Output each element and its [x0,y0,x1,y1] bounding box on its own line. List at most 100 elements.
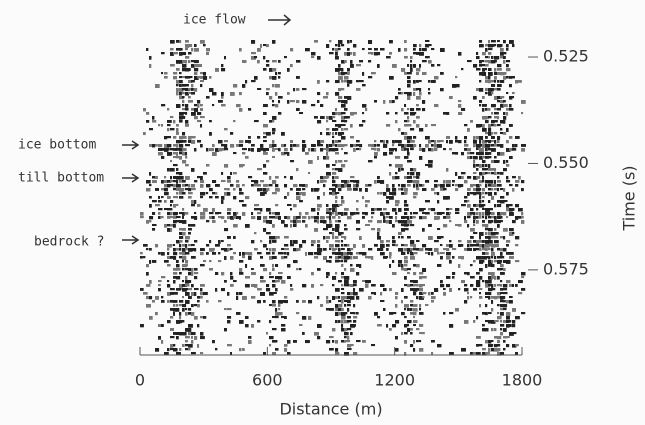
texture [278,76,281,79]
texture [275,280,280,283]
texture [338,240,341,243]
texture [461,172,466,175]
texture [488,320,493,324]
texture [500,272,505,275]
texture [404,268,408,272]
texture [446,208,450,211]
texture [191,224,196,227]
texture [473,260,476,263]
texture [347,216,352,220]
texture [494,60,497,63]
texture [170,216,175,219]
texture [467,212,472,216]
texture [185,212,189,215]
texture [143,244,148,247]
texture [464,248,468,251]
texture [512,208,515,211]
texture [326,308,331,311]
texture [188,60,191,64]
texture [197,176,202,179]
texture [434,248,439,252]
texture [200,292,204,296]
texture [488,312,492,315]
texture [491,144,495,147]
y-axis-label: Time (s) [620,165,639,231]
texture [497,96,502,100]
texture [491,248,494,252]
texture [503,104,508,108]
texture [395,148,398,152]
texture [407,72,412,75]
texture [332,236,335,240]
texture [422,48,427,52]
texture [497,268,502,271]
y-tick-label: 0.550 [543,153,589,172]
texture [476,144,481,148]
texture [428,60,432,64]
texture [191,256,196,259]
texture [338,216,341,219]
texture [485,240,490,244]
texture [413,180,418,184]
texture [302,300,306,303]
texture [413,212,418,215]
texture [332,216,336,219]
texture [353,112,357,115]
texture [323,184,326,188]
texture [179,84,182,87]
texture [500,268,504,271]
texture [176,336,179,340]
texture [467,192,470,196]
texture [143,132,146,136]
texture [284,316,287,319]
texture [506,240,511,243]
texture [272,304,277,307]
texture [419,64,422,68]
texture [176,88,179,92]
texture [344,72,348,75]
texture [236,296,239,300]
texture [176,188,180,191]
texture [269,212,272,215]
texture [458,288,461,291]
texture [479,164,482,168]
texture [488,92,492,96]
texture [485,328,489,332]
texture [506,204,510,208]
texture [176,288,181,291]
texture [278,60,281,63]
texture [485,92,488,95]
texture [179,228,183,231]
texture [242,184,245,187]
texture [326,172,331,176]
texture [188,68,191,71]
texture [467,296,470,300]
texture [398,236,401,239]
texture [305,152,309,155]
texture [221,148,225,151]
texture [335,244,340,248]
texture [488,348,491,352]
texture [446,140,449,144]
texture [182,148,187,152]
texture [296,216,301,219]
texture [224,280,227,283]
texture [179,52,183,56]
texture [419,92,422,96]
texture [497,340,500,344]
texture [491,256,494,259]
texture [278,252,283,255]
x-tick-label: 0 [135,371,145,390]
texture [356,228,361,231]
texture [347,304,351,307]
texture [482,192,485,195]
texture [485,292,489,295]
texture [248,176,253,179]
texture [491,40,496,43]
texture [341,292,345,295]
texture [413,176,418,179]
texture [332,252,335,255]
texture [494,108,499,111]
texture [191,216,195,219]
texture [347,80,352,84]
